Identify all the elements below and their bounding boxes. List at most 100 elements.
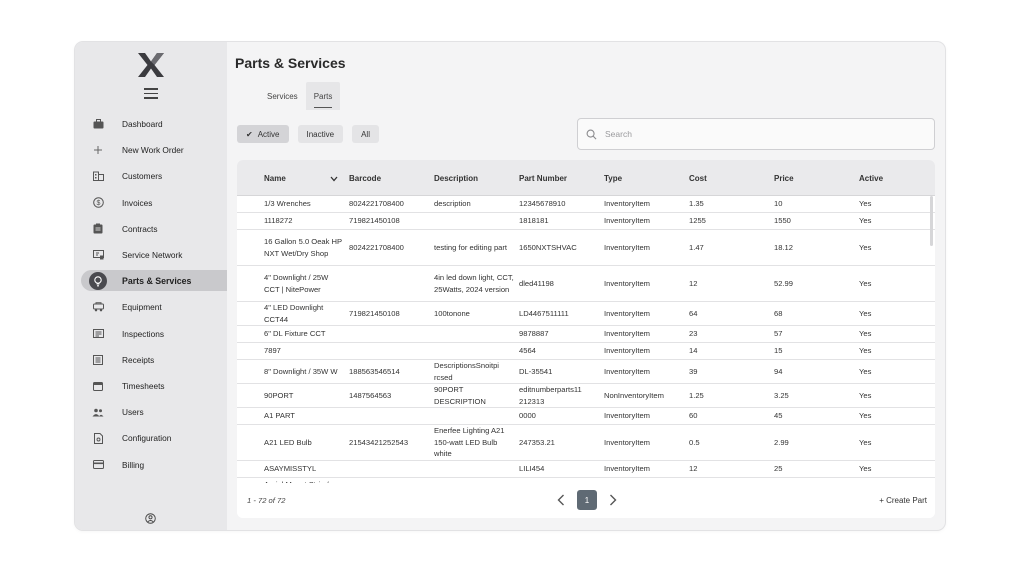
table-row[interactable]: A1 PART 0000 InventoryItem 60 45 Yes (237, 408, 935, 425)
column-header-cost[interactable]: Cost (689, 160, 769, 196)
table-row[interactable]: A21 LED Bulb 21543421252543 Enerfee Lighti… (237, 425, 935, 461)
chevron-down-icon[interactable] (330, 175, 338, 184)
filter-all-chip[interactable]: All (352, 125, 379, 143)
pagination-range: 1 - 72 of 72 (247, 496, 286, 505)
table-row[interactable]: 1/3 Wrenches 8024221708400 description 1234… (237, 196, 935, 213)
logo-icon (138, 53, 164, 77)
cell-name: A21 LED Bulb (264, 437, 312, 447)
sidebar-item-service-network[interactable]: Service Network (75, 242, 227, 268)
column-header-price[interactable]: Price (774, 160, 854, 196)
column-header-description[interactable]: Description (434, 160, 514, 196)
table-row[interactable]: 90PORT 1487564563 90PORT DESCRIPTION editnu… (237, 384, 935, 408)
cell-price: 68 (774, 308, 783, 318)
app-window: Dashboard New Work Order Customers $ Invoice… (75, 42, 945, 530)
table-row[interactable]: 16 Gallon 5.0 Oeak HP NXT Wet/Dry Shop 80… (237, 230, 935, 266)
sidebar-item-equipment[interactable]: Equipment (75, 294, 227, 320)
cell-name: 4" Downlight / 25W CCT | NitePower (264, 272, 329, 294)
menu-icon[interactable] (144, 88, 158, 100)
column-header-active[interactable]: Active (859, 160, 929, 196)
column-header-part-number[interactable]: Part Number (519, 160, 601, 196)
cell-type: InventoryItem (604, 199, 651, 209)
sidebar-item-label: Billing (122, 459, 145, 470)
sidebar-item-inspections[interactable]: Inspections (75, 321, 227, 347)
table-row[interactable]: 1118272 719821450108 1818181 InventoryItem 1… (237, 213, 935, 230)
sidebar: Dashboard New Work Order Customers $ Invoice… (75, 42, 227, 530)
sidebar-item-billing[interactable]: Billing (75, 451, 227, 477)
chevron-right-icon[interactable] (607, 493, 619, 507)
cell-description: description (434, 199, 471, 209)
cell-name: 7897 (264, 346, 281, 356)
sidebar-item-dashboard[interactable]: Dashboard (75, 111, 227, 137)
sidebar-item-customers[interactable]: Customers (75, 163, 227, 189)
cell-price: 94 (774, 366, 783, 376)
user-profile-icon[interactable] (145, 513, 156, 524)
cell-name: 1118272 (264, 216, 293, 226)
cell-description: DescriptionsSnoitpi rcsed (434, 360, 499, 382)
equipment-icon (92, 301, 104, 313)
filter-inactive-chip[interactable]: Inactive (297, 125, 344, 143)
table-row[interactable]: Aerial Mount Strip / (237, 478, 935, 483)
cell-price: 52.99 (774, 278, 794, 288)
cell-type: InventoryItem (604, 346, 651, 356)
cell-name: ASAYMISSTYL (264, 464, 317, 474)
tab-services[interactable]: Services (267, 91, 298, 101)
briefcase-icon (92, 118, 104, 130)
search-box[interactable] (577, 118, 935, 150)
sidebar-item-receipts[interactable]: Receipts (75, 347, 227, 373)
search-input[interactable] (605, 129, 925, 139)
cell-name: 6" DL Fixture CCT (264, 329, 326, 339)
create-part-button[interactable]: + Create Part (879, 496, 927, 505)
inspection-icon (92, 328, 104, 340)
cell-active: Yes (859, 199, 872, 209)
cell-barcode: 719821450108 (349, 308, 400, 318)
filter-active-chip[interactable]: ✔ Active (237, 125, 289, 143)
sidebar-item-contracts[interactable]: Contracts (75, 216, 227, 242)
cell-active: Yes (859, 216, 872, 226)
table-row[interactable]: ASAYMISSTYL LILI454 InventoryItem 12 25 Yes (237, 461, 935, 478)
table-row[interactable]: 4" LED Downlight CCT44 719821450108 100ton… (237, 302, 935, 326)
column-header-label: Part Number (519, 173, 568, 183)
sidebar-item-parts-services[interactable]: Parts & Services (75, 268, 227, 294)
cell-barcode: 21543421252543 (349, 437, 409, 447)
table-scrollbar[interactable] (930, 196, 933, 246)
sidebar-item-users[interactable]: Users (75, 399, 227, 425)
tab-parts[interactable]: Parts (305, 82, 341, 110)
page-number-button[interactable]: 1 (577, 490, 597, 510)
cell-name: 8" Downlight / 35W W (264, 366, 338, 376)
table-row[interactable]: 7897 4564 InventoryItem 14 15 Yes (237, 343, 935, 360)
sidebar-item-label: Customers (122, 171, 163, 182)
sidebar-item-label: Users (122, 407, 144, 418)
sidebar-item-configuration[interactable]: Configuration (75, 425, 227, 451)
table-body[interactable]: 1/3 Wrenches 8024221708400 description 1234… (237, 196, 935, 483)
cell-price: 10 (774, 199, 783, 209)
cell-description (434, 326, 514, 342)
svg-text:$: $ (96, 200, 100, 207)
column-header-label: Barcode (349, 173, 382, 183)
credit-card-icon (92, 459, 104, 471)
search-icon (586, 129, 597, 139)
table-footer: 1 - 72 of 72 1 + Create Part (237, 483, 935, 518)
column-header-label: Type (604, 173, 623, 183)
column-header-barcode[interactable]: Barcode (349, 160, 431, 196)
cell-description: 100tonone (434, 308, 470, 318)
table-row[interactable]: 4" Downlight / 25W CCT | NitePower 4in le… (237, 266, 935, 302)
cell-description: 90PORT DESCRIPTION (434, 384, 486, 406)
chevron-left-icon[interactable] (555, 493, 567, 507)
cell-barcode: 8024221708400 (349, 242, 404, 252)
cell-type: InventoryItem (604, 464, 651, 474)
sidebar-item-timesheets[interactable]: Timesheets (75, 373, 227, 399)
cell-name: A1 PART (264, 411, 295, 421)
cell-name: 4" LED Downlight CCT44 (264, 302, 324, 324)
cell-type: InventoryItem (604, 366, 651, 376)
cell-barcode (349, 461, 431, 477)
table-row[interactable]: 8" Downlight / 35W W 188563546514 Descript… (237, 360, 935, 384)
sidebar-item-new-work-order[interactable]: New Work Order (75, 137, 227, 163)
filter-active-label: Active (257, 129, 280, 139)
cell-description: testing for editing part (434, 242, 508, 252)
sidebar-item-invoices[interactable]: $ Invoices (75, 190, 227, 216)
column-header-type[interactable]: Type (604, 160, 686, 196)
table-row[interactable]: 6" DL Fixture CCT 9878887 InventoryItem 23 5… (237, 326, 935, 343)
column-header-label: Active (859, 173, 884, 183)
column-header-name[interactable]: Name (264, 160, 344, 196)
cell-cost: 1.35 (689, 199, 704, 209)
